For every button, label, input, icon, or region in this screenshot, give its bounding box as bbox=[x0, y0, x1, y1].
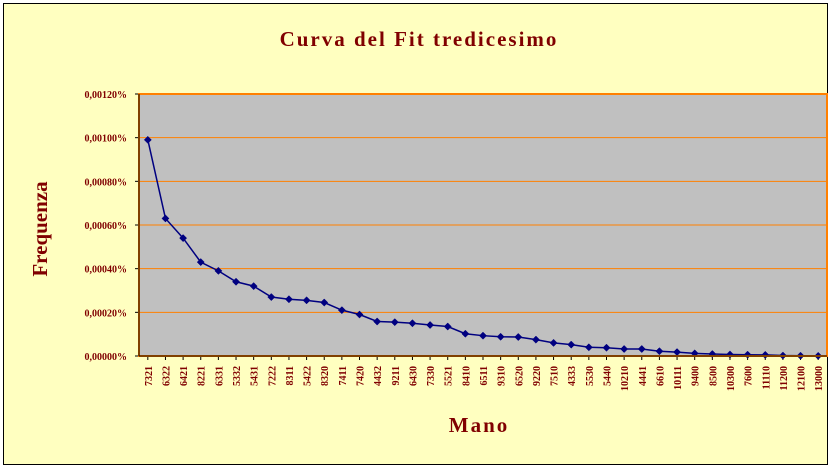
data-point bbox=[161, 214, 170, 223]
y-axis-title: Frequenza bbox=[28, 181, 52, 277]
x-tick-label: 7411 bbox=[338, 366, 349, 385]
x-tick-label: 5440 bbox=[602, 366, 613, 386]
x-tick-label: 6430 bbox=[408, 366, 419, 386]
y-tick-label: 0,00100% bbox=[85, 134, 128, 145]
x-tick-label: 10300 bbox=[726, 366, 737, 391]
data-point bbox=[320, 298, 329, 307]
x-tick-label: 9310 bbox=[497, 366, 508, 386]
data-point bbox=[549, 338, 558, 347]
x-tick-label: 5530 bbox=[585, 366, 596, 386]
data-point bbox=[408, 319, 417, 328]
x-tick-label: 4441 bbox=[638, 366, 649, 386]
data-point bbox=[655, 347, 664, 356]
x-tick-label: 6421 bbox=[179, 366, 190, 386]
y-tick-label: 0,00120% bbox=[85, 90, 128, 101]
data-point bbox=[390, 318, 399, 327]
line-chart: Curva del Fit tredicesimo Frequenza Mano… bbox=[28, 27, 828, 437]
x-axis-ticks: 7321 6322 6421 8221 6331 5332 5431 7222 8311 5422… bbox=[144, 356, 825, 391]
data-point bbox=[355, 310, 364, 319]
x-tick-label: 5431 bbox=[250, 366, 261, 386]
data-point bbox=[284, 295, 293, 304]
x-tick-label: 11110 bbox=[761, 366, 772, 389]
x-tick-label: 7222 bbox=[267, 366, 278, 386]
x-tick-label: 6511 bbox=[479, 366, 490, 385]
x-tick-label: 5332 bbox=[232, 366, 243, 386]
data-point bbox=[443, 322, 452, 331]
data-point bbox=[249, 282, 258, 291]
x-tick-label: 8320 bbox=[320, 366, 331, 386]
gridlines bbox=[139, 137, 827, 313]
y-tick-label: 0,00040% bbox=[85, 265, 128, 276]
chart-area: Curva del Fit tredicesimo Frequenza Mano… bbox=[3, 3, 828, 465]
x-tick-label: 6520 bbox=[514, 366, 525, 386]
y-tick-label: 0,00020% bbox=[85, 308, 128, 319]
data-point bbox=[620, 345, 629, 353]
y-axis-ticks: 0,00000% 0,00020% 0,00040% 0,00060% 0,00080%… bbox=[85, 90, 139, 363]
data-point bbox=[531, 335, 540, 344]
data-point bbox=[426, 321, 435, 329]
data-point bbox=[267, 293, 276, 302]
x-tick-label: 7420 bbox=[356, 366, 367, 386]
data-point bbox=[196, 258, 205, 267]
x-tick-label: 7330 bbox=[426, 366, 437, 386]
data-point bbox=[337, 306, 346, 315]
x-tick-label: 5521 bbox=[444, 366, 455, 386]
data-point bbox=[373, 317, 382, 326]
y-tick-label: 0,00060% bbox=[85, 221, 128, 232]
data-point bbox=[496, 332, 505, 341]
x-tick-label: 4432 bbox=[373, 366, 384, 386]
x-tick-label: 7600 bbox=[744, 366, 755, 386]
y-tick-label: 0,00000% bbox=[85, 352, 128, 363]
data-point bbox=[179, 234, 188, 243]
x-tick-label: 12100 bbox=[797, 366, 808, 391]
chart-title: Curva del Fit tredicesimo bbox=[280, 27, 559, 51]
y-tick-label: 0,00080% bbox=[85, 177, 128, 188]
x-axis-title: Mano bbox=[449, 413, 510, 437]
x-tick-label: 8311 bbox=[285, 366, 296, 385]
x-tick-label: 8221 bbox=[197, 366, 208, 386]
data-point bbox=[302, 296, 311, 305]
data-point bbox=[637, 345, 646, 353]
data-point bbox=[602, 343, 611, 352]
data-point bbox=[479, 331, 487, 340]
data-point bbox=[584, 343, 593, 352]
data-point bbox=[143, 135, 152, 144]
data-point bbox=[214, 266, 223, 275]
x-tick-label: 9400 bbox=[691, 366, 702, 386]
x-tick-label: 11200 bbox=[779, 366, 790, 390]
x-tick-label: 6322 bbox=[161, 366, 172, 386]
x-tick-label: 9220 bbox=[532, 366, 543, 386]
x-tick-label: 7510 bbox=[550, 366, 561, 386]
x-tick-label: 6610 bbox=[655, 366, 666, 386]
x-tick-label: 4333 bbox=[567, 366, 578, 386]
x-tick-label: 9211 bbox=[391, 366, 402, 385]
data-point bbox=[567, 340, 576, 349]
data-point bbox=[232, 277, 240, 286]
data-point bbox=[708, 350, 717, 358]
data-point bbox=[461, 329, 470, 338]
x-tick-label: 8500 bbox=[708, 366, 719, 386]
x-tick-label: 5422 bbox=[303, 366, 314, 386]
x-tick-label: 6331 bbox=[214, 366, 225, 386]
x-tick-label: 7321 bbox=[144, 366, 155, 386]
x-tick-label: 13000 bbox=[814, 366, 825, 391]
x-tick-label: 10111 bbox=[673, 366, 684, 390]
data-point bbox=[514, 333, 523, 341]
x-tick-label: 8410 bbox=[461, 366, 472, 386]
x-tick-label: 10210 bbox=[620, 366, 631, 391]
